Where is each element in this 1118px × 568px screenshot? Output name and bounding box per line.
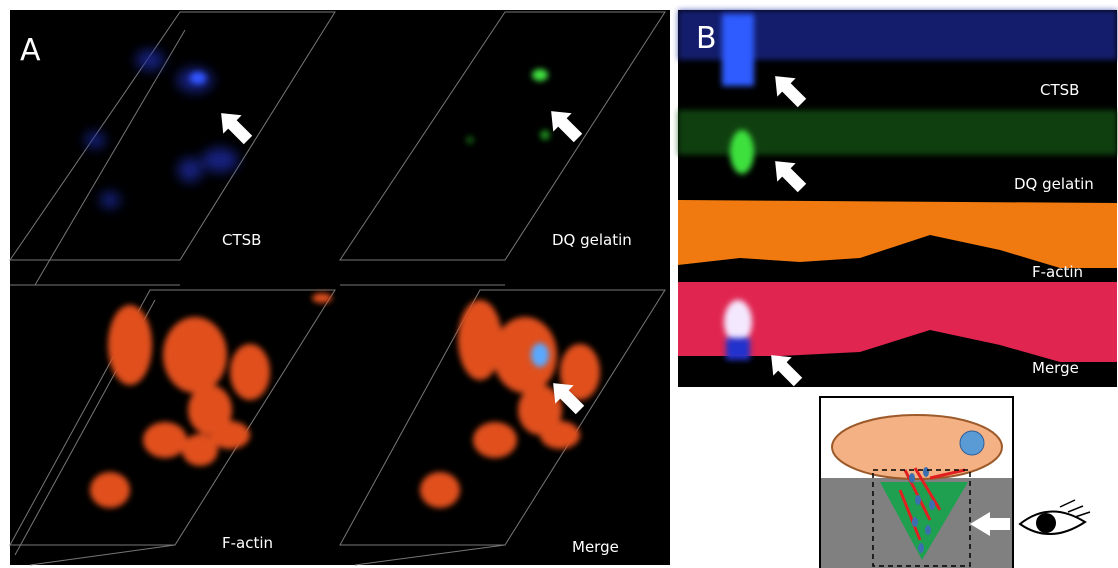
panel-label: A xyxy=(20,33,41,68)
panel-label: B xyxy=(696,21,717,56)
caption: DQ gelatin xyxy=(1014,175,1094,193)
caption: Merge xyxy=(1032,359,1079,377)
panel-b: B CTSB DQ gelatin F-actin Merge xyxy=(678,10,1117,391)
figure: A CTSB DQ gelatin F-actin Merge B CTSB D… xyxy=(0,0,1118,568)
caption: CTSB xyxy=(1040,81,1079,99)
caption: DQ gelatin xyxy=(552,231,632,249)
caption: CTSB xyxy=(222,231,261,249)
schematic xyxy=(820,397,1090,568)
panel-a: A CTSB DQ gelatin F-actin Merge xyxy=(10,10,670,565)
caption: F-actin xyxy=(222,534,273,552)
caption: Merge xyxy=(572,538,619,556)
caption: F-actin xyxy=(1032,263,1083,281)
